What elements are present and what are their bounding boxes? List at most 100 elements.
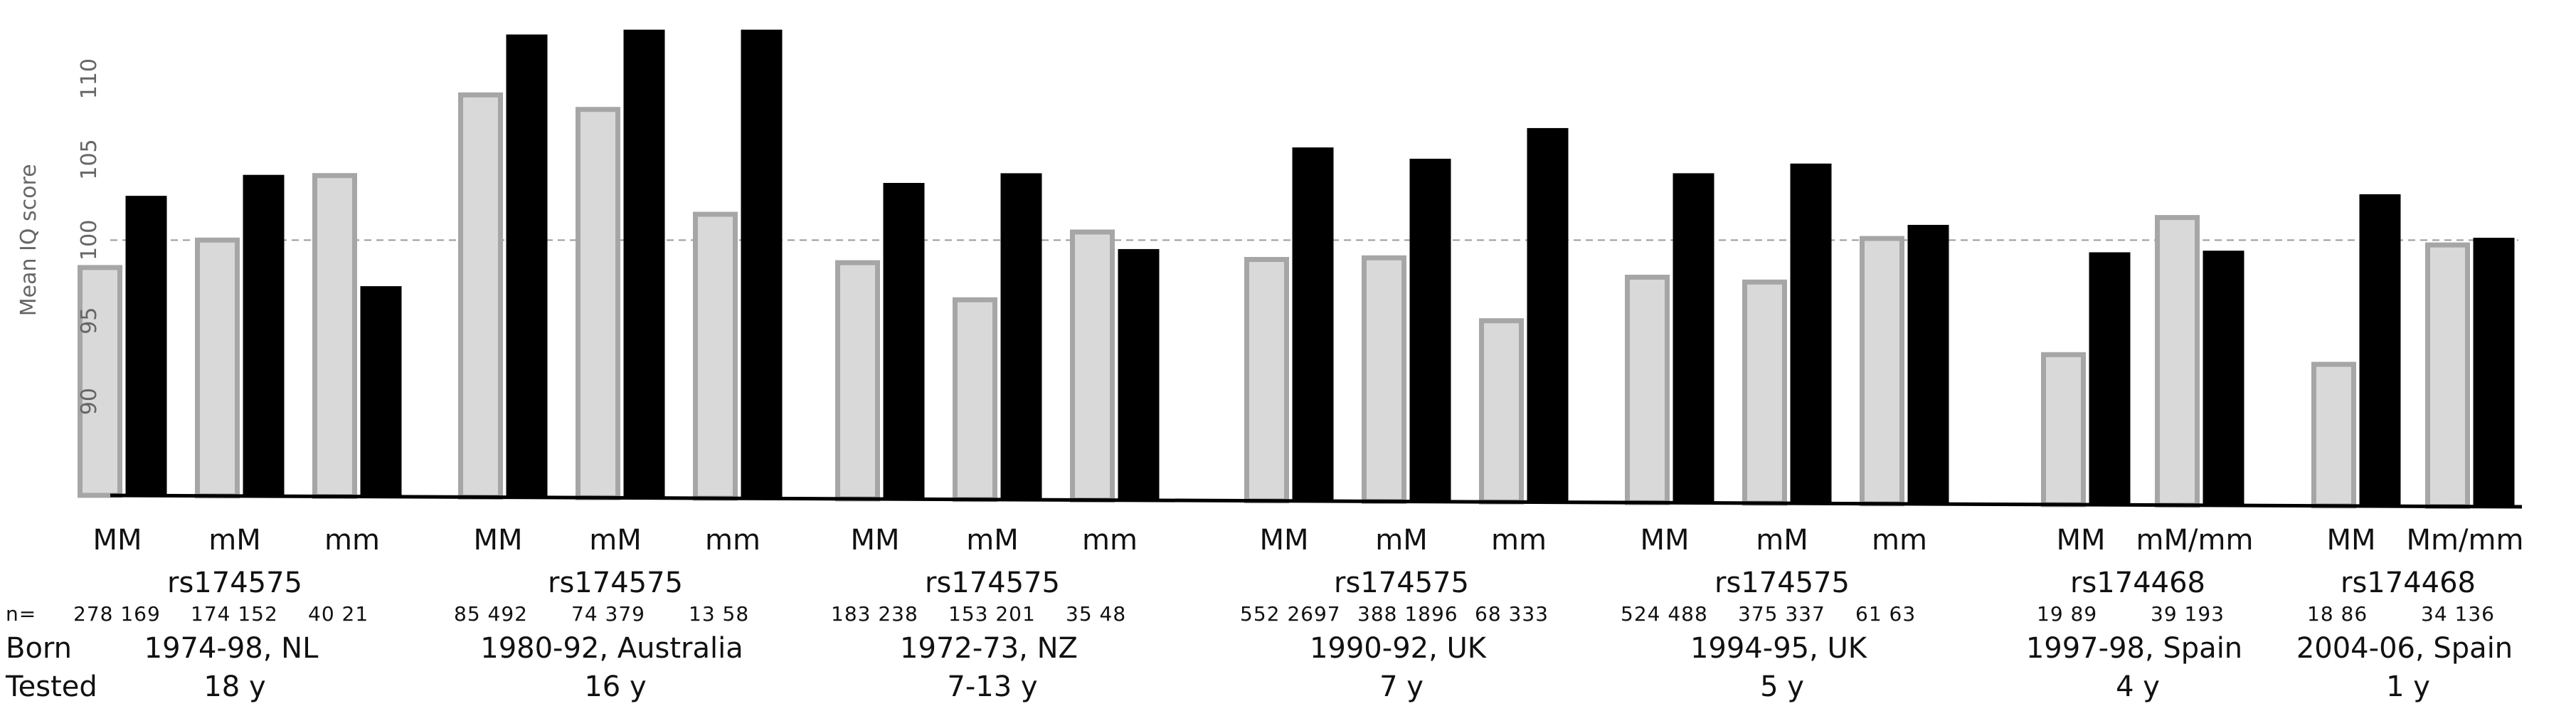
bar-grey	[312, 173, 357, 499]
n-value: 19 89	[2037, 602, 2098, 626]
bar-grey	[1244, 257, 1289, 504]
snp-label: rs174575	[925, 567, 1060, 599]
bar-black	[1118, 248, 1160, 501]
n-value: 34 136	[2421, 602, 2495, 626]
snp-label: rs174468	[2341, 567, 2476, 599]
bar-grey	[2041, 352, 2086, 507]
n-value: 388 1896	[1357, 602, 1458, 626]
n-value: 524 488	[1621, 602, 1708, 626]
snp-label: rs174468	[2070, 567, 2205, 599]
bar-grey	[78, 265, 122, 498]
bar-black	[2203, 251, 2244, 507]
row-label-n: n=	[6, 602, 37, 626]
bar-grey	[953, 297, 997, 503]
genotype-label: mm	[324, 524, 380, 557]
bar-black	[2473, 238, 2515, 507]
n-value: 40 21	[308, 602, 369, 626]
born-label: 1990-92, UK	[1309, 632, 1487, 665]
tested-label: 5 y	[1760, 670, 1804, 703]
snp-label: rs174575	[548, 567, 683, 599]
genotype-label: mm	[1872, 524, 1927, 557]
n-value: 375 337	[1738, 602, 1825, 626]
snp-label: rs174575	[1334, 567, 1469, 599]
bar-black	[883, 183, 925, 500]
tested-label: 16 y	[584, 670, 647, 703]
n-value: 278 169	[73, 602, 161, 626]
n-value: 61 63	[1855, 602, 1917, 626]
bar-grey	[1479, 318, 1524, 505]
bar-grey	[458, 92, 503, 500]
bar-black	[2359, 194, 2401, 507]
bar-grey	[1742, 279, 1787, 506]
n-value: 68 333	[1475, 602, 1549, 626]
bar-grey	[1625, 274, 1670, 505]
tested-label: 4 y	[2116, 670, 2160, 703]
born-label: 1994-95, UK	[1690, 632, 1867, 665]
n-value: 153 201	[948, 602, 1036, 626]
bar-grey	[195, 237, 240, 499]
n-value: 183 238	[831, 602, 918, 626]
genotype-label: MM	[2326, 524, 2375, 557]
n-value: 85 492	[454, 602, 528, 626]
bar-grey	[1362, 255, 1406, 504]
tested-label: 18 y	[203, 670, 266, 703]
born-label: 1972-73, NZ	[900, 632, 1078, 665]
n-value: 552 2697	[1240, 602, 1341, 626]
y-tick-label: 95	[77, 307, 102, 335]
genotype-label: mm	[1082, 524, 1138, 557]
genotype-label: MM	[1640, 524, 1689, 557]
bar-black	[1790, 163, 1832, 505]
born-label: 1980-92, Australia	[480, 632, 743, 665]
genotype-label: MM	[473, 524, 522, 557]
genotype-label: mm	[1491, 524, 1547, 557]
bar-black	[506, 34, 548, 498]
tested-label: 7 y	[1379, 670, 1424, 703]
tested-label: 7-13 y	[947, 670, 1038, 703]
bar-black	[1527, 127, 1569, 503]
n-value: 18 86	[2307, 602, 2368, 626]
genotype-label: mM/mm	[2136, 524, 2254, 557]
bar-black	[360, 286, 402, 498]
y-tick-label: 110	[77, 58, 102, 99]
y-tick-label: 105	[77, 139, 102, 179]
bar-black	[1907, 224, 1949, 505]
row-label-tested: Tested	[6, 670, 97, 703]
bar-black	[1673, 173, 1714, 504]
genotype-label: mM	[966, 524, 1018, 557]
born-label: 2004-06, Spain	[2296, 632, 2513, 665]
born-label: 1997-98, Spain	[2025, 632, 2243, 665]
bar-black	[1292, 147, 1334, 502]
bar-black	[1000, 173, 1042, 501]
bar-black	[2089, 252, 2131, 506]
genotype-label: MM	[850, 524, 899, 557]
genotype-label: mM	[1375, 524, 1427, 557]
n-value: 13 58	[689, 602, 750, 626]
genotype-label: mM	[1756, 524, 1808, 557]
tested-label: 1 y	[2386, 670, 2430, 703]
row-label-born: Born	[6, 632, 73, 665]
bar-grey	[693, 211, 738, 501]
genotype-label: MM	[92, 524, 142, 557]
bar-black	[1409, 159, 1451, 503]
bar-black	[243, 174, 285, 498]
bar-grey	[576, 107, 620, 500]
bar-grey	[2425, 242, 2470, 510]
genotype-label: MM	[2056, 524, 2105, 557]
bar-black	[741, 29, 783, 500]
bar-black	[623, 29, 665, 499]
n-value: 174 152	[191, 602, 278, 626]
y-tick-label: 100	[77, 220, 102, 261]
snp-label: rs174575	[1714, 567, 1850, 599]
bar-black	[125, 196, 167, 497]
bar-grey	[1860, 236, 1904, 507]
genotype-label: mM	[208, 524, 260, 557]
y-tick-label: 90	[77, 388, 102, 415]
genotype-label: mM	[589, 524, 641, 557]
born-label: 1974-98, NL	[144, 632, 319, 665]
snp-label: rs174575	[167, 567, 302, 599]
bar-grey	[835, 260, 880, 502]
bar-grey	[2155, 215, 2200, 508]
n-value: 39 193	[2151, 602, 2225, 626]
x-axis-baseline	[110, 493, 2523, 509]
